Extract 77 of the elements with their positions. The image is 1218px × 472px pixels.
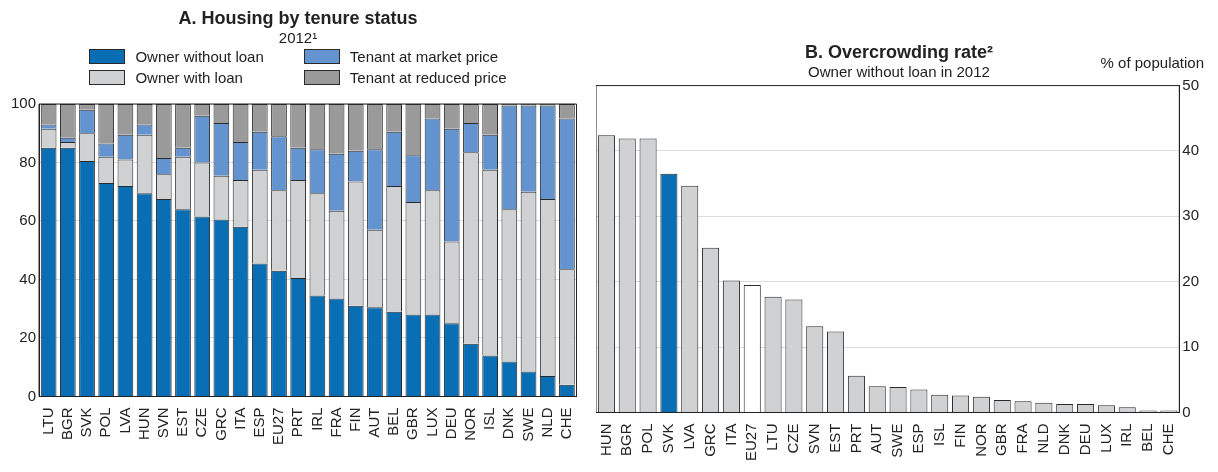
- legend-label: Owner without loan: [135, 48, 264, 65]
- x-tick-label: LTU: [38, 407, 56, 435]
- legend-label: Owner with loan: [135, 69, 243, 86]
- x-tick-label: POL: [638, 423, 656, 454]
- y-tick-label: 60: [19, 211, 37, 229]
- x-tick-label: PRT: [288, 407, 306, 438]
- x-tick-label: AUT: [867, 423, 885, 454]
- x-tick-label: CHE: [1159, 423, 1177, 456]
- x-tick-label: AUT: [365, 407, 383, 438]
- x-tick-label: BEL: [384, 407, 402, 436]
- y2-tick-label: 30: [1182, 206, 1199, 224]
- x-tick-label: SWE: [518, 407, 536, 442]
- x-tick-label: FIN: [950, 423, 968, 448]
- y2-tick-label: 0: [1182, 402, 1191, 420]
- x-tick-label: NLD: [1034, 423, 1052, 454]
- x-tick-label: POL: [96, 407, 114, 438]
- y-tick-label: 80: [19, 152, 37, 170]
- y2-axis-title: % of population: [1100, 54, 1204, 72]
- x-tick-label: ISL: [480, 407, 498, 430]
- x-tick-label: ITA: [230, 407, 248, 430]
- x-tick-label: LTU: [763, 423, 781, 451]
- chart-title: B. Overcrowding rate²: [804, 41, 994, 62]
- y-tick-label: 20: [19, 328, 37, 346]
- x-tick-label: DNK: [1054, 423, 1072, 456]
- x-tick-label: EU27: [742, 423, 760, 462]
- x-tick-label: ITA: [721, 423, 739, 446]
- x-tick-label: LUX: [422, 407, 440, 437]
- y2-tick-label: 10: [1182, 337, 1199, 355]
- y2-tick-label: 20: [1182, 271, 1199, 289]
- x-tick-label: ISL: [929, 423, 947, 446]
- x-tick-label: DEU: [1075, 423, 1093, 456]
- x-tick-label: NLD: [537, 407, 555, 438]
- x-tick-label: PRT: [846, 423, 864, 454]
- x-tick-label: SWE: [888, 423, 906, 458]
- x-tick-label: IRL: [307, 407, 325, 431]
- y-tick-label: 100: [11, 94, 37, 112]
- x-tick-label: HUN: [134, 407, 152, 440]
- x-tick-label: FRA: [1013, 423, 1031, 454]
- x-tick-label: ESP: [249, 407, 267, 438]
- x-tick-label: BGR: [617, 423, 635, 456]
- x-tick-label: GBR: [992, 423, 1010, 456]
- x-tick-label: HUN: [596, 423, 614, 456]
- x-tick-label: BEL: [1138, 423, 1156, 452]
- x-tick-label: CZE: [192, 407, 210, 438]
- x-tick-label: IRL: [1117, 423, 1135, 447]
- x-tick-label: GRC: [700, 423, 718, 457]
- x-tick-label: GRC: [211, 407, 229, 441]
- x-tick-label: DEU: [441, 407, 459, 440]
- chart-subtitle: Owner without loan in 2012: [808, 62, 990, 80]
- x-tick-label: FRA: [326, 407, 344, 438]
- chart-title: A. Housing by tenure status: [177, 8, 419, 29]
- legend-label: Tenant at market price: [349, 48, 499, 65]
- x-tick-label: CHE: [557, 407, 575, 440]
- x-tick-label: FIN: [345, 407, 363, 432]
- x-tick-label: GBR: [403, 407, 421, 440]
- x-tick-label: NOR: [461, 407, 479, 441]
- x-tick-label: SVK: [77, 407, 95, 438]
- x-tick-label: EU27: [269, 407, 287, 446]
- x-tick-label: SVN: [153, 407, 171, 439]
- x-tick-label: ESP: [909, 423, 927, 454]
- x-tick-label: CZE: [784, 423, 802, 454]
- x-tick-label: DNK: [499, 407, 517, 440]
- y-tick-label: 0: [27, 386, 37, 404]
- x-tick-label: EST: [825, 423, 843, 453]
- x-tick-label: NOR: [971, 423, 989, 457]
- x-tick-label: SVN: [804, 423, 822, 455]
- legend-label: Tenant at reduced price: [349, 69, 507, 86]
- x-tick-label: LUX: [1096, 423, 1114, 453]
- y-tick-label: 40: [19, 269, 37, 287]
- y2-tick-label: 50: [1182, 75, 1199, 93]
- chart-subtitle: 2012¹: [277, 29, 319, 46]
- x-tick-label: BGR: [57, 407, 75, 440]
- y2-tick-label: 40: [1182, 141, 1199, 159]
- x-tick-label: SVK: [659, 423, 677, 454]
- x-tick-label: LVA: [679, 423, 697, 450]
- x-tick-label: LVA: [115, 407, 133, 434]
- x-tick-label: EST: [173, 407, 191, 437]
